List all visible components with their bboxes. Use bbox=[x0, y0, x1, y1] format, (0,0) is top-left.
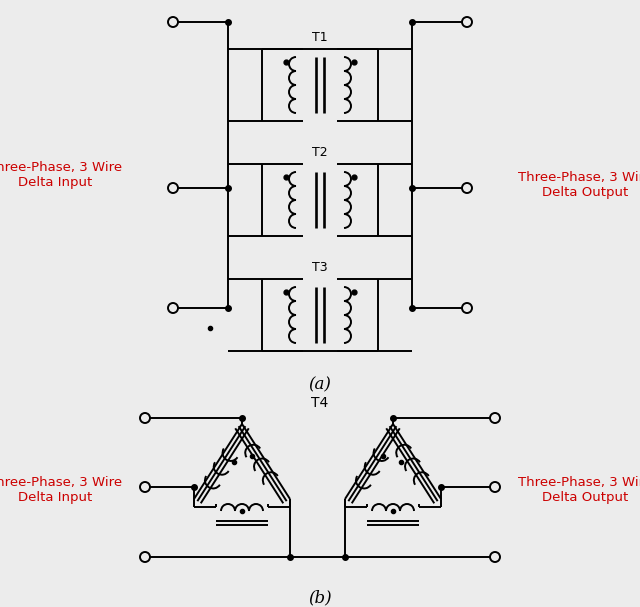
Circle shape bbox=[140, 552, 150, 562]
Text: Three-Phase, 3 Wire
Delta Output: Three-Phase, 3 Wire Delta Output bbox=[518, 476, 640, 504]
Text: Three-Phase, 3 Wire
Delta Output: Three-Phase, 3 Wire Delta Output bbox=[518, 171, 640, 199]
Text: T1: T1 bbox=[312, 31, 328, 44]
Text: Three-Phase, 3 Wire
Delta Input: Three-Phase, 3 Wire Delta Input bbox=[0, 161, 122, 189]
Text: Three-Phase, 3 Wire
Delta Input: Three-Phase, 3 Wire Delta Input bbox=[0, 476, 122, 504]
Circle shape bbox=[462, 17, 472, 27]
Circle shape bbox=[490, 413, 500, 423]
Circle shape bbox=[168, 183, 178, 193]
Circle shape bbox=[168, 303, 178, 313]
Circle shape bbox=[490, 482, 500, 492]
Circle shape bbox=[140, 482, 150, 492]
Text: (a): (a) bbox=[308, 376, 332, 393]
Text: T2: T2 bbox=[312, 146, 328, 159]
Circle shape bbox=[462, 183, 472, 193]
Circle shape bbox=[462, 303, 472, 313]
Text: T3: T3 bbox=[312, 261, 328, 274]
Circle shape bbox=[490, 552, 500, 562]
Circle shape bbox=[140, 413, 150, 423]
Text: T4: T4 bbox=[312, 396, 328, 410]
Circle shape bbox=[168, 17, 178, 27]
Text: (b): (b) bbox=[308, 589, 332, 606]
